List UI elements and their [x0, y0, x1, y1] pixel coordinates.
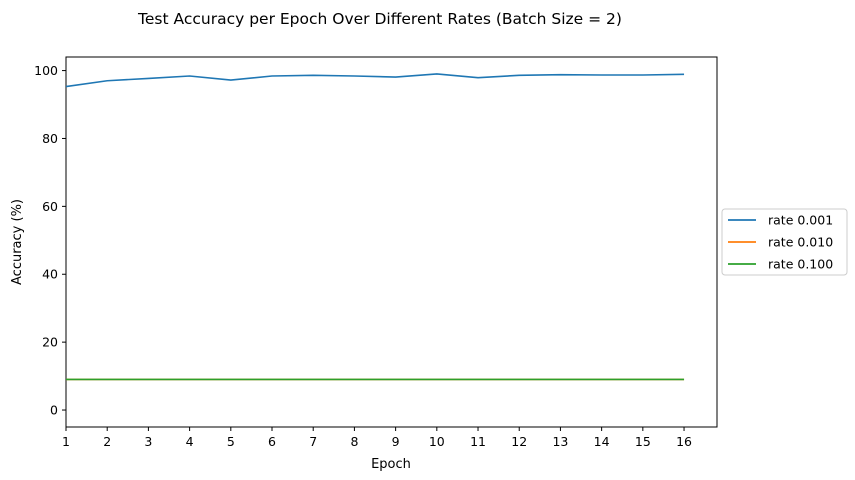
x-tick-label: 10	[429, 434, 445, 449]
x-tick-label: 15	[635, 434, 651, 449]
y-axis-label: Accuracy (%)	[10, 199, 25, 285]
x-tick-label: 8	[350, 434, 358, 449]
legend-label: rate 0.100	[768, 257, 833, 272]
legend-label: rate 0.010	[768, 235, 833, 250]
y-tick-label: 40	[42, 267, 58, 282]
x-tick-label: 13	[552, 434, 568, 449]
x-tick-label: 11	[470, 434, 486, 449]
x-tick-label: 6	[268, 434, 276, 449]
y-axis: 0 20 40 60 80 100	[34, 63, 66, 418]
y-tick-label: 20	[42, 335, 58, 350]
plot-area	[65, 56, 718, 428]
legend-frame	[721, 208, 848, 276]
x-tick-label: 14	[594, 434, 610, 449]
series-lines	[65, 73, 685, 381]
x-tick-label: 9	[392, 434, 400, 449]
legend-label: rate 0.001	[768, 213, 833, 228]
legend: rate 0.001 rate 0.010 rate 0.100	[721, 208, 848, 276]
y-tick-label: 60	[42, 199, 58, 214]
plot-frame	[65, 56, 718, 428]
x-tick-label: 16	[676, 434, 692, 449]
x-axis: 1 2 3 4 5 6 7 8 9 10 11 12 13 14 15 16	[62, 427, 692, 449]
x-tick-label: 3	[144, 434, 152, 449]
y-tick-label: 80	[42, 131, 58, 146]
x-tick-label: 12	[511, 434, 527, 449]
x-tick-label: 1	[62, 434, 70, 449]
y-tick-label: 0	[50, 403, 58, 418]
y-tick-label: 100	[34, 63, 58, 78]
x-tick-label: 2	[103, 434, 111, 449]
x-tick-label: 4	[186, 434, 194, 449]
x-tick-label: 7	[309, 434, 317, 449]
x-tick-label: 5	[227, 434, 235, 449]
chart-title: Test Accuracy per Epoch Over Different R…	[137, 10, 622, 28]
x-axis-label: Epoch	[371, 457, 411, 472]
series-line-1	[65, 73, 685, 88]
